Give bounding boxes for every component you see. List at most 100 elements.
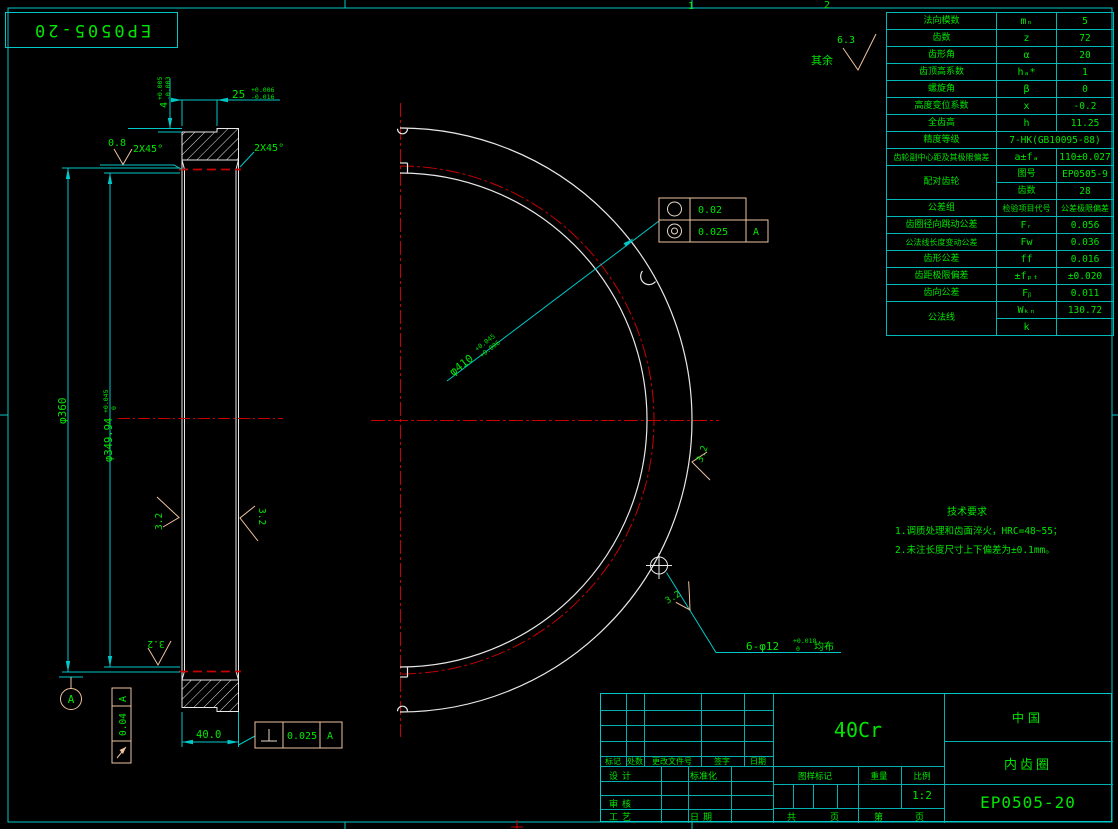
design-label: 设计	[609, 772, 636, 782]
dim-40-text: 40.0	[196, 729, 221, 741]
part-name: 内齿圈	[1003, 758, 1053, 773]
param-value: 28	[1056, 182, 1114, 200]
dim-25-tol-up: +0.006	[251, 86, 275, 94]
sheet-label: 第	[874, 813, 884, 823]
param-value	[1056, 318, 1114, 336]
param-symbol: hₐ*	[996, 63, 1057, 81]
material-label: 40Cr	[833, 718, 883, 742]
table-row: 齿形角 α 20	[886, 46, 1114, 64]
param-value: 72	[1056, 29, 1114, 47]
rev-header-mark: 标记	[605, 757, 621, 766]
param-value: EP0505-9	[1056, 165, 1114, 183]
zone-label-2: 2	[824, 0, 831, 11]
page-label: 页	[915, 813, 925, 823]
param-symbol: 图号	[996, 165, 1057, 183]
datum-a: A	[59, 676, 83, 710]
table-row: 法向模数 mₙ 5	[886, 12, 1114, 30]
dim-phi349-tol-up: +0.045	[102, 389, 110, 413]
rough-32-rim-text: 3.2	[694, 444, 710, 464]
param-value: 0	[1056, 80, 1114, 98]
rough-32-rim-symbol	[691, 451, 711, 481]
page-label: 页	[830, 813, 840, 823]
roundness-icon	[667, 201, 682, 217]
param-value: 0.016	[1056, 250, 1114, 268]
param-name: 法向模数	[886, 12, 997, 30]
param-symbol: 检验项目代号	[996, 199, 1057, 217]
main-view: φ410 +0.045 +0.006 0.02 0.025 A 3.2	[371, 103, 841, 737]
gear-arcs	[396, 127, 693, 713]
param-name: 公法线长度变动公差	[886, 233, 997, 251]
drawing-number: EP0505-20	[980, 793, 1076, 812]
centerlines	[371, 103, 719, 737]
table-row: k	[887, 318, 1114, 336]
table-row: 高度变位系数 x -0.2	[886, 97, 1114, 115]
general-roughness-prefix: 其余	[811, 53, 833, 67]
param-symbol: mₙ	[996, 12, 1057, 30]
param-symbol: Fᵦ	[996, 284, 1057, 302]
dim-phi410-text: φ410	[447, 352, 476, 378]
param-symbol: h	[996, 114, 1057, 132]
param-value: 7-HK(GB10095-88)	[996, 131, 1114, 149]
rough-32-left-symbol	[156, 496, 180, 528]
param-name: 全齿高	[886, 114, 997, 132]
fcf-perp-datum: A	[327, 731, 333, 742]
section-hatch-top	[181, 128, 239, 161]
dim-phi410: φ410 +0.045 +0.006	[446, 220, 660, 382]
table-row: 齿顶高系数 hₐ* 1	[886, 63, 1114, 81]
dim-4-tol-up: +0.005	[156, 76, 164, 100]
fcf-concentricity-datum: A	[753, 227, 759, 238]
param-symbol: x	[996, 97, 1057, 115]
param-value: ±0.020	[1056, 267, 1114, 285]
param-symbol: ±fₚₜ	[996, 267, 1057, 285]
chamfer-right-text: 2X45°	[254, 143, 284, 154]
fcf-runout-datum: A	[118, 696, 129, 702]
param-symbol: β	[996, 80, 1057, 98]
rough-32-bottom-symbol	[147, 640, 172, 667]
param-value: 公差极限偏差	[1056, 199, 1114, 217]
chamfer-right-leader	[239, 151, 255, 168]
param-name: 精度等级	[886, 131, 997, 149]
param-symbol: k	[996, 318, 1057, 336]
table-row: 齿向公差 Fᵦ 0.011	[886, 284, 1114, 302]
table-row: 螺旋角 β 0	[886, 80, 1114, 98]
dim-25	[171, 97, 280, 126]
table-row: 公法线长度变动公差 Fw 0.036	[886, 233, 1114, 251]
fcf-concentricity	[658, 219, 769, 243]
total-label: 共	[787, 813, 797, 823]
dim-phi349	[104, 172, 180, 668]
table-row: 精度等级 7-HK(GB10095-88)	[886, 131, 1114, 149]
general-roughness: 其余 6.3	[811, 33, 877, 71]
table-row: 齿距极限偏差 ±fₚₜ ±0.020	[886, 267, 1114, 285]
dim-25-tol-dn: -0.016	[251, 93, 275, 101]
general-roughness-symbol	[842, 33, 877, 71]
param-value: -0.2	[1056, 97, 1114, 115]
fcf-concentricity-value: 0.025	[698, 227, 728, 238]
part-number-stamp-text: EP0505-20	[31, 20, 152, 40]
holes-label: 6-φ12	[746, 640, 779, 653]
param-symbol: Wₖₙ	[996, 301, 1057, 319]
param-name: 齿轮副中心距及其极限偏差	[886, 148, 997, 166]
date-label: 日期	[690, 813, 717, 823]
sheet-center-mark	[511, 820, 523, 829]
holes-suffix: 均布	[814, 641, 834, 653]
table-row: 齿数 28	[887, 182, 1114, 200]
param-name: 公法线	[886, 301, 997, 336]
param-name: 公差组	[886, 199, 997, 217]
rough-08-text: 0.8	[108, 138, 126, 149]
dim-4-tol-dn: -0.003	[164, 76, 172, 100]
dim-4	[128, 78, 182, 133]
table-row: 公差组 检验项目代号 公差极限偏差	[886, 199, 1114, 217]
param-name: 配对齿轮	[886, 165, 997, 200]
datum-a-label: A	[68, 693, 75, 706]
rough-32-right-text: 3.2	[256, 508, 267, 525]
param-symbol: a±fₐ	[996, 148, 1057, 166]
dim-phi360	[62, 167, 180, 673]
param-value: 0.011	[1056, 284, 1114, 302]
param-name: 齿数	[886, 29, 997, 47]
param-value: 20	[1056, 46, 1114, 64]
fcf-roundness-value: 0.02	[698, 205, 722, 216]
param-value: 1	[1056, 63, 1114, 81]
dim-25-text: 25	[232, 88, 245, 101]
param-name: 齿顶高系数	[886, 63, 997, 81]
